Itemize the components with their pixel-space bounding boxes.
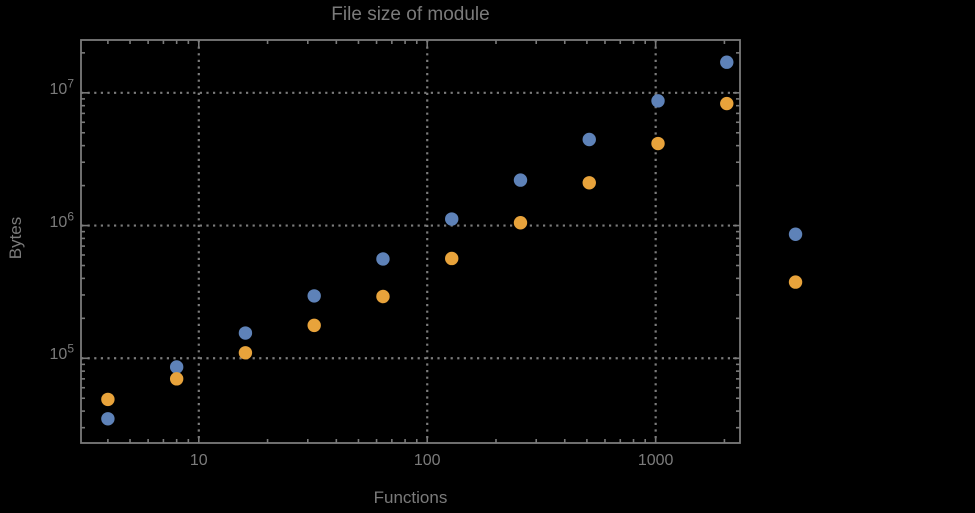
data-point-orange — [651, 136, 665, 151]
data-point-blue — [788, 227, 803, 241]
data-point-blue — [582, 132, 596, 147]
chart-title: File size of module — [331, 4, 490, 25]
plot-frame — [80, 39, 741, 444]
data-point-orange — [169, 372, 184, 386]
data-point-blue — [445, 212, 459, 226]
data-point-blue — [513, 173, 528, 187]
y-tick-exponent: 7 — [67, 76, 74, 91]
x-axis-label: Functions — [373, 488, 448, 507]
x-tick-label: 10 — [189, 452, 208, 469]
x-tick-label: 1000 — [637, 452, 674, 469]
y-tick-label: 107 — [14, 77, 74, 100]
data-point-orange — [788, 275, 803, 289]
data-point-orange — [513, 216, 528, 230]
data-point-blue — [376, 252, 390, 266]
data-point-orange — [376, 289, 390, 304]
x-tick-label: 100 — [413, 452, 441, 469]
data-point-orange — [720, 96, 734, 111]
data-point-blue — [169, 360, 184, 374]
data-point-orange — [238, 346, 253, 360]
data-point-orange — [307, 318, 321, 333]
y-tick-label: 106 — [14, 210, 74, 233]
y-tick-mantissa: 10 — [49, 346, 68, 364]
data-point-blue — [238, 326, 253, 340]
data-point-orange — [101, 392, 115, 407]
data-point-blue — [651, 94, 665, 108]
data-point-blue — [307, 289, 321, 303]
data-point-orange — [582, 176, 596, 190]
data-point-blue — [720, 55, 734, 69]
y-tick-label: 105 — [14, 341, 74, 365]
y-tick-exponent: 5 — [67, 341, 74, 356]
data-point-orange — [445, 251, 459, 266]
data-point-blue — [101, 412, 115, 426]
y-tick-mantissa: 10 — [49, 80, 68, 98]
y-tick-exponent: 6 — [67, 209, 74, 224]
y-tick-mantissa: 10 — [49, 213, 68, 231]
